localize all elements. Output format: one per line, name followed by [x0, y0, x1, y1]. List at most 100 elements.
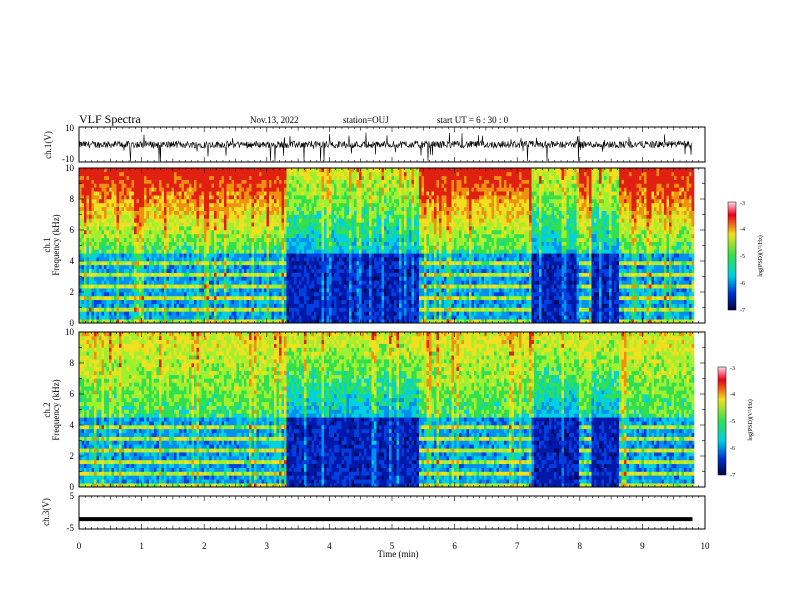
spectrogram-cell [361, 214, 365, 219]
spectrogram-cell [96, 284, 100, 289]
spectrogram-cell [354, 175, 357, 180]
spectrogram-cell [271, 280, 275, 285]
spectrogram-cell [91, 187, 95, 192]
spectrogram-cell [134, 311, 137, 316]
spectrogram-cell [289, 237, 292, 242]
spectrogram-cell [244, 233, 247, 239]
spectrogram-cell [186, 199, 190, 204]
spectrogram-cell [141, 187, 145, 192]
spectrogram-cell [149, 264, 152, 270]
spectrogram-cell [111, 222, 115, 227]
spectrogram-cell [349, 257, 352, 262]
spectrogram-cell [301, 261, 305, 266]
spectrogram-cell [299, 264, 302, 270]
spectrogram-cell [111, 276, 115, 281]
spectrogram-cell [176, 245, 180, 250]
spectrogram-cell [229, 206, 232, 211]
spectrogram-cell [129, 171, 132, 177]
spectrogram-cell [274, 295, 277, 301]
spectrogram-cell [379, 303, 382, 308]
spectrogram-cell [274, 237, 277, 242]
spectrogram-cell [376, 206, 380, 211]
spectrogram-cell [84, 187, 87, 192]
spectrogram-cell [201, 315, 205, 320]
spectrogram-cell [379, 292, 382, 297]
spectrogram-cell [366, 183, 370, 188]
spectrogram-cell [131, 264, 135, 270]
spectrogram-cell [201, 241, 205, 246]
spectrogram-cell [389, 253, 392, 258]
spectrogram-cell [91, 295, 95, 301]
spectrogram-cell [191, 268, 195, 273]
spectrogram-cell [276, 268, 280, 273]
spectrogram-cell [264, 295, 267, 301]
spectrogram-cell [256, 319, 260, 323]
spectrogram-cell [79, 257, 82, 262]
spectrogram-cell [319, 253, 322, 258]
spectrogram-cell [324, 249, 327, 254]
spectrogram-cell [301, 218, 305, 223]
spectrogram-cell [199, 195, 202, 200]
spectrogram-cell [364, 168, 367, 173]
spectrogram-cell [276, 257, 280, 262]
spectrogram-cell [236, 303, 240, 308]
spectrogram-cell [86, 288, 90, 293]
spectrogram-cell [169, 168, 172, 173]
spectrogram-cell [214, 284, 217, 289]
spectrogram-cell [89, 218, 92, 223]
spectrogram-cell [326, 253, 330, 258]
spectrogram-cell [289, 249, 292, 254]
spectrogram-cell [231, 199, 235, 204]
spectrogram-cell [211, 191, 215, 196]
spectrogram-cell [326, 222, 330, 227]
spectrogram-cell [284, 175, 287, 180]
spectrogram-cell [119, 210, 122, 215]
spectrogram-cell [321, 187, 325, 192]
spectrogram-cell [296, 218, 300, 223]
spectrogram-cell [211, 249, 215, 254]
spectrogram-cell [326, 168, 330, 173]
spectrogram-cell [339, 272, 342, 277]
spectrogram-cell [116, 253, 120, 258]
spectrogram-cell [326, 311, 330, 316]
spectrogram-cell [154, 276, 157, 281]
spectrogram-cell [81, 299, 85, 304]
spectrogram-cell [314, 179, 317, 184]
spectrogram-cell [326, 202, 330, 208]
spectrogram-cell [384, 288, 387, 293]
spectrogram-cell [344, 218, 347, 223]
spectrogram-cell [379, 183, 382, 188]
spectrogram-cell [301, 280, 305, 285]
spectrogram-cell [91, 261, 95, 266]
spectrogram-cell [364, 280, 367, 285]
spectrogram-cell [186, 276, 190, 281]
spectrogram-cell [364, 199, 367, 204]
spectrogram-cell [121, 214, 125, 219]
spectrogram-cell [316, 171, 320, 177]
spectrogram-cell [246, 168, 250, 173]
spectrogram-cell [119, 261, 122, 266]
spectrogram-cell [151, 284, 155, 289]
spectrogram-cell [276, 191, 280, 196]
spectrogram-cell [389, 268, 392, 273]
spectrogram-cell [129, 288, 132, 293]
spectrogram-cell [124, 195, 127, 200]
spectrogram-cell [294, 245, 297, 250]
spectrogram-cell [124, 233, 127, 239]
spectrogram-cell [184, 241, 187, 246]
spectrogram-cell [364, 253, 367, 258]
spectrogram-cell [339, 168, 342, 173]
spectrogram-cell [381, 210, 385, 215]
spectrogram-cell [281, 222, 285, 227]
spectrogram-cell [89, 195, 92, 200]
spectrogram-cell [346, 187, 350, 192]
spectrogram-cell [116, 315, 120, 320]
spectrogram-cell [94, 233, 97, 239]
spectrogram-cell [366, 206, 370, 211]
spectrogram-cell [291, 268, 295, 273]
spectrogram-cell [144, 288, 147, 293]
spectrogram-cell [109, 299, 112, 304]
spectrogram-cell [231, 179, 235, 184]
spectrogram-cell [99, 183, 102, 188]
spectrogram-cell [159, 249, 162, 254]
